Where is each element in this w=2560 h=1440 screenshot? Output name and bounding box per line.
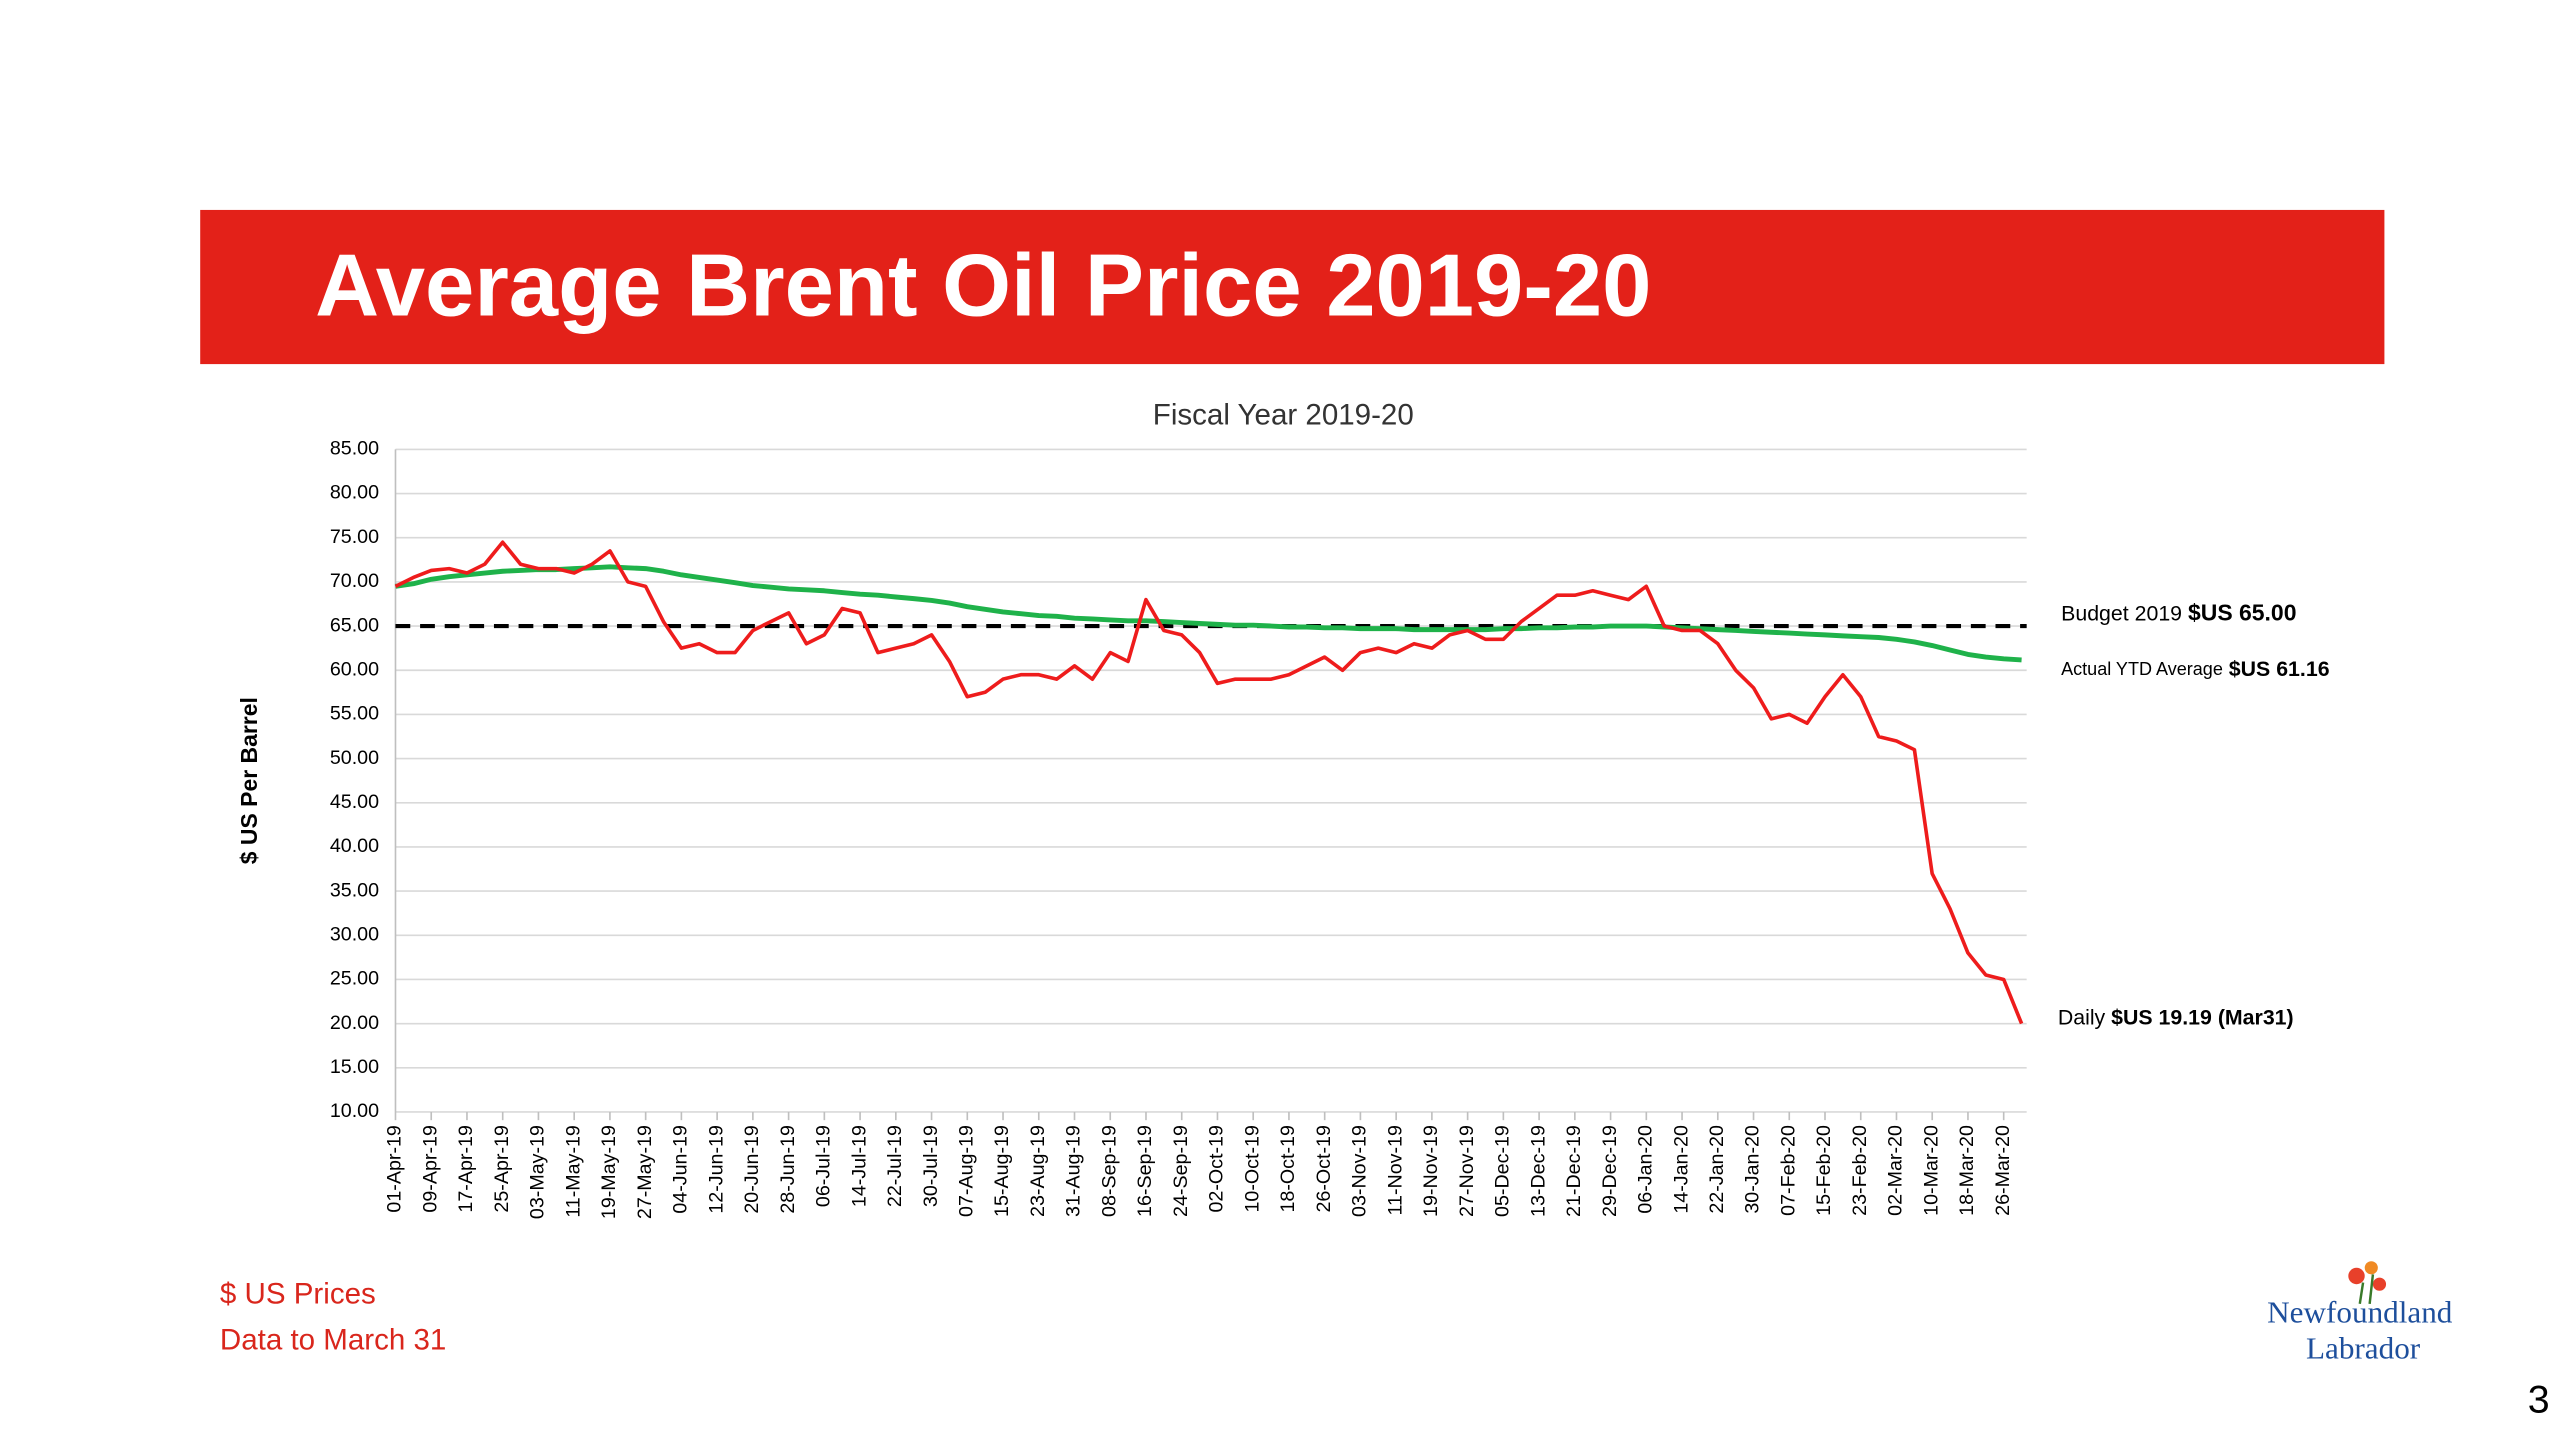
y-tick-label: 25.00	[330, 968, 379, 990]
logo-flower	[2372, 1277, 2387, 1291]
x-tick-label: 17-Apr-19	[455, 1125, 477, 1213]
x-tick-label: 18-Mar-20	[1956, 1125, 1978, 1216]
x-tick-label: 09-Apr-19	[419, 1125, 441, 1213]
y-tick-label: 70.00	[330, 570, 379, 592]
y-tick-label: 15.00	[330, 1056, 379, 1078]
y-axis-label: $ US Per Barrel	[236, 697, 262, 864]
x-tick-label: 10-Oct-19	[1241, 1125, 1263, 1213]
x-tick-label: 04-Jun-19	[670, 1125, 692, 1214]
x-tick-label: 15-Aug-19	[991, 1125, 1013, 1217]
x-tick-label: 24-Sep-19	[1170, 1125, 1192, 1217]
x-tick-label: 08-Sep-19	[1098, 1125, 1120, 1217]
daily-label: Daily	[2058, 1005, 2106, 1029]
daily-annotation: Daily $US 19.19 (Mar31)	[2058, 1005, 2294, 1029]
x-tick-label: 20-Jun-19	[741, 1125, 763, 1214]
x-tick-label: 10-Mar-20	[1920, 1125, 1942, 1216]
x-tick-label: 14-Jan-20	[1670, 1125, 1692, 1214]
y-tick-label: 20.00	[330, 1012, 379, 1034]
x-tick-label: 31-Aug-19	[1063, 1125, 1085, 1217]
x-tick-label: 07-Feb-20	[1777, 1125, 1799, 1216]
x-tick-label: 23-Aug-19	[1027, 1125, 1049, 1217]
x-tick-label: 15-Feb-20	[1813, 1125, 1835, 1216]
slide-title: Average Brent Oil Price 2019-20	[315, 235, 1651, 334]
x-tick-label: 03-May-19	[527, 1125, 549, 1219]
note: Data to March 31	[220, 1323, 446, 1356]
y-tick-label: 30.00	[330, 923, 379, 945]
budget-label: Budget 2019	[2061, 601, 2182, 625]
x-tick-label: 29-Dec-19	[1599, 1125, 1621, 1217]
daily-value: $US 19.19 (Mar31)	[2111, 1005, 2293, 1029]
y-tick-label: 35.00	[330, 879, 379, 901]
x-tick-label: 18-Oct-19	[1277, 1125, 1299, 1213]
budget-value: $US 65.00	[2188, 600, 2296, 626]
x-tick-label: 19-May-19	[598, 1125, 620, 1219]
x-tick-label: 12-Jun-19	[705, 1125, 727, 1214]
logo: Newfoundland Labrador	[2267, 1261, 2453, 1366]
x-tick-label: 28-Jun-19	[777, 1125, 799, 1214]
y-tick-label: 85.00	[330, 438, 379, 460]
x-tick-label: 16-Sep-19	[1134, 1125, 1156, 1217]
x-tick-label: 26-Mar-20	[1992, 1125, 2014, 1216]
x-tick-label: 11-Nov-19	[1384, 1125, 1406, 1215]
series-line	[394, 540, 2024, 1025]
x-tick-label: 05-Dec-19	[1492, 1125, 1514, 1217]
x-tick-label: 11-May-19	[562, 1125, 584, 1218]
x-tick-label: 06-Jul-19	[813, 1125, 835, 1207]
chart-title: Fiscal Year 2019-20	[1153, 398, 1414, 431]
y-tick-label: 75.00	[330, 526, 379, 548]
plot: 10.00 15.00 20.00 25.00 30.00 35.00 40.00 45.00…	[330, 438, 2027, 1219]
x-tick-label: 07-Aug-19	[955, 1125, 977, 1217]
x-tick-label: 26-Oct-19	[1313, 1125, 1335, 1213]
title-banner	[200, 209, 2385, 365]
x-tick-label: 02-Mar-20	[1885, 1125, 1907, 1216]
logo-text: Newfoundland	[2267, 1295, 2453, 1330]
x-tick-label: 21-Dec-19	[1563, 1125, 1585, 1217]
x-tick-label: 23-Feb-20	[1849, 1125, 1871, 1216]
note: $ US Prices	[220, 1277, 376, 1310]
x-tick-label: 22-Jan-20	[1706, 1125, 1728, 1214]
logo-flower	[2364, 1261, 2378, 1275]
x-tick-label: 14-Jul-19	[848, 1125, 870, 1207]
x-tick-label: 01-Apr-19	[384, 1125, 406, 1213]
series-line	[395, 564, 2022, 663]
logo-stem	[2358, 1274, 2375, 1305]
x-tick-label: 30-Jan-20	[1742, 1125, 1764, 1214]
y-tick-label: 55.00	[330, 703, 379, 725]
actual-label: Actual YTD Average	[2061, 659, 2223, 679]
y-tick-label: 40.00	[330, 835, 379, 857]
x-tick-label: 03-Nov-19	[1349, 1125, 1371, 1217]
y-tick-label: 60.00	[330, 658, 379, 680]
actual-annotation: Actual YTD Average $US 61.16	[2061, 656, 2330, 680]
x-tick-label: 22-Jul-19	[884, 1125, 906, 1207]
y-tick-label: 80.00	[330, 482, 379, 504]
y-tick-label: 45.00	[330, 791, 379, 813]
y-tick-label: 10.00	[330, 1100, 379, 1122]
x-tick-label: 02-Oct-19	[1206, 1125, 1228, 1213]
x-tick-label: 13-Dec-19	[1527, 1125, 1549, 1217]
logo-text: Labrador	[2306, 1331, 2421, 1366]
y-tick-label: 50.00	[330, 747, 379, 769]
y-tick-label: 65.00	[330, 614, 379, 636]
x-tick-label: 27-May-19	[634, 1125, 656, 1219]
x-tick-label: 19-Nov-19	[1420, 1125, 1442, 1217]
x-tick-label: 30-Jul-19	[920, 1125, 942, 1207]
x-tick-label: 27-Nov-19	[1456, 1125, 1478, 1217]
x-tick-label: 06-Jan-20	[1635, 1125, 1657, 1214]
x-tick-label: 25-Apr-19	[491, 1125, 513, 1213]
budget-annotation: Budget 2019 $US 65.00	[2061, 600, 2296, 626]
page-number: 3	[2528, 1378, 2550, 1422]
logo-flower	[2348, 1267, 2365, 1285]
actual-value: $US 61.16	[2229, 656, 2330, 680]
